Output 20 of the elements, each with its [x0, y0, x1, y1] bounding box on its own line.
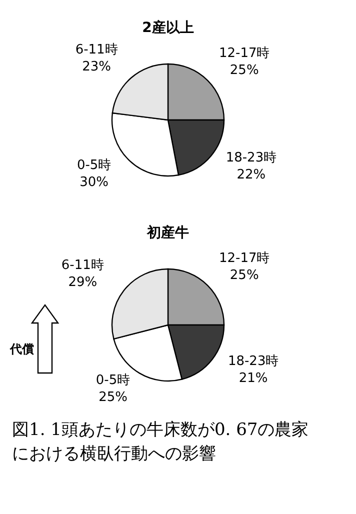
data-label: 30%	[80, 174, 109, 190]
slice-label: 18-23時	[226, 150, 277, 166]
data-label: 25%	[230, 268, 259, 283]
data-label: 29%	[68, 275, 98, 290]
slice-label: 0-5時	[96, 373, 130, 388]
data-label: 25%	[98, 390, 128, 406]
slice-label: 18-23時	[228, 354, 279, 369]
chart-title: 初産牛	[146, 224, 189, 241]
caption: 図1. 1頭あたりの牛床数が0. 67の農家における横臥行動への影響	[11, 419, 310, 466]
data-label: 23%	[82, 59, 112, 74]
text: 代償	[9, 342, 34, 356]
data-label: 22%	[236, 168, 266, 183]
data-label: 25%	[230, 62, 259, 78]
slice-label: 12-17時	[218, 46, 270, 61]
slice-label: 0-5時	[76, 158, 112, 173]
slice-label: 6-11時	[75, 42, 118, 58]
data-label: 21%	[238, 370, 268, 386]
chart-title: 2産以上	[142, 19, 194, 36]
slice-label: 12-17時	[218, 250, 270, 266]
slice-label: 6-11時	[61, 258, 104, 274]
